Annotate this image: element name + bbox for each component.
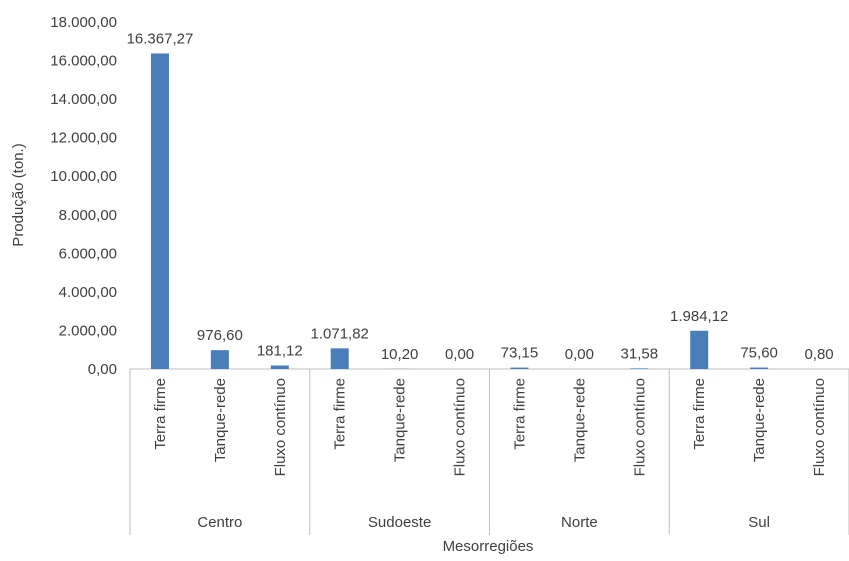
- y-tick-label: 18.000,00: [50, 14, 117, 31]
- data-label: 181,12: [257, 343, 303, 360]
- x-category-label: Terra firme: [152, 378, 169, 450]
- x-group-label: Sul: [748, 514, 770, 531]
- data-label: 1.984,12: [670, 308, 728, 325]
- x-category-label: Terra firme: [691, 378, 708, 450]
- x-category-label: Fluxo contínuo: [631, 378, 648, 476]
- bar: [750, 368, 768, 369]
- data-label: 10,20: [381, 346, 419, 363]
- x-category-label: Tanque-rede: [571, 378, 588, 462]
- y-tick-label: 16.000,00: [50, 53, 117, 70]
- x-category-label: Tanque-rede: [392, 378, 409, 462]
- data-label: 0,00: [445, 346, 474, 363]
- x-category-label: Fluxo contínuo: [811, 378, 828, 476]
- data-label: 16.367,27: [127, 30, 194, 47]
- bar: [510, 368, 528, 369]
- bar: [630, 368, 648, 369]
- y-tick-label: 6.000,00: [59, 245, 117, 262]
- data-label: 75,60: [740, 345, 778, 362]
- y-tick-label: 10.000,00: [50, 168, 117, 185]
- y-tick-label: 2.000,00: [59, 322, 117, 339]
- x-category-label: Fluxo contínuo: [452, 378, 469, 476]
- y-tick-label: 8.000,00: [59, 207, 117, 224]
- y-tick-label: 14.000,00: [50, 91, 117, 108]
- y-tick-label: 4.000,00: [59, 284, 117, 301]
- data-label: 73,15: [501, 345, 539, 362]
- bar: [151, 53, 169, 369]
- x-category-label: Terra firme: [332, 378, 349, 450]
- y-tick-label: 0,00: [88, 361, 117, 378]
- x-category-label: Tanque-rede: [751, 378, 768, 462]
- data-label: 0,80: [804, 346, 833, 363]
- x-group-label: Sudoeste: [368, 514, 431, 531]
- data-label: 31,58: [621, 345, 659, 362]
- x-category-label: Terra firme: [511, 378, 528, 450]
- x-axis-title: Mesorregiões: [443, 538, 534, 555]
- y-axis-title: Produção (ton.): [10, 143, 27, 246]
- data-label: 1.071,82: [311, 325, 369, 342]
- bar: [331, 348, 349, 369]
- x-category-label: Tanque-rede: [212, 378, 229, 462]
- bar: [690, 331, 708, 369]
- y-tick-label: 12.000,00: [50, 130, 117, 147]
- x-category-label: Fluxo contínuo: [272, 378, 289, 476]
- data-label: 976,60: [197, 327, 243, 344]
- x-group-label: Norte: [561, 514, 598, 531]
- x-group-label: Centro: [197, 514, 242, 531]
- data-label: 0,00: [565, 346, 594, 363]
- bar: [211, 350, 229, 369]
- bar: [271, 366, 289, 369]
